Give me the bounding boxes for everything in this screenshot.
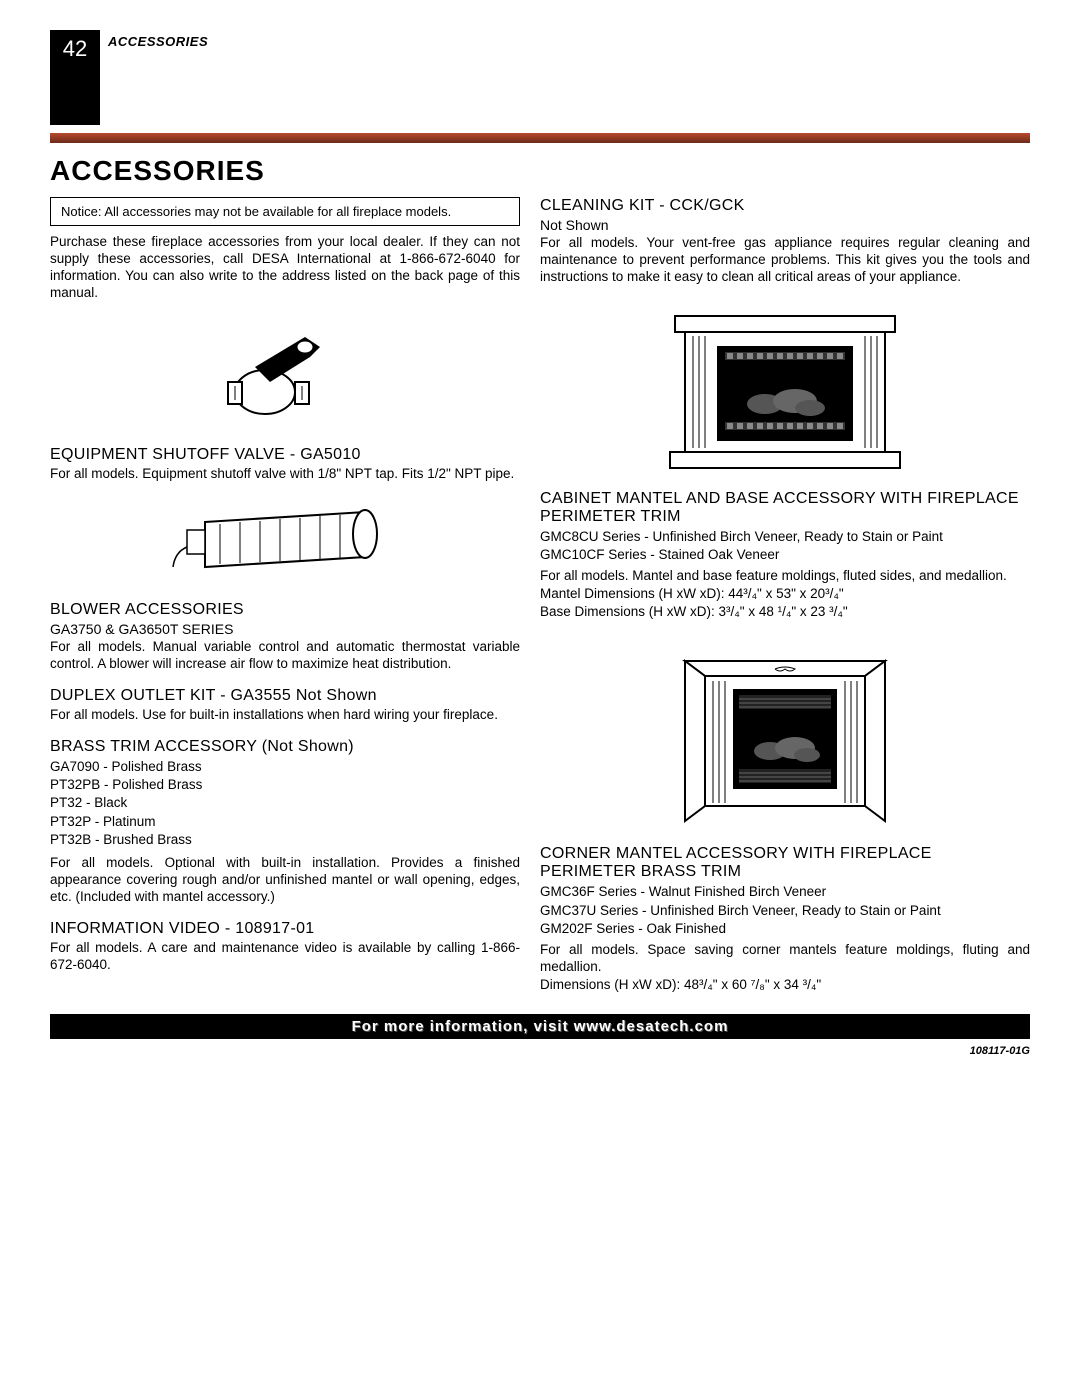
page-header: 42 ACCESSORIES xyxy=(50,30,1030,125)
document-id: 108117-01G xyxy=(50,1045,1030,1057)
shutoff-body: For all models. Equipment shutoff valve … xyxy=(50,466,520,483)
brass-item: PT32PB - Polished Brass xyxy=(50,776,520,794)
cabinet-item: GMC8CU Series - Unfinished Birch Veneer,… xyxy=(540,528,1030,546)
brass-body: For all models. Optional with built-in i… xyxy=(50,855,520,906)
corner-title: CORNER MANTEL ACCESSORY WITH FIREPLACE P… xyxy=(540,845,1030,881)
brass-item: PT32 - Black xyxy=(50,794,520,812)
blower-illustration xyxy=(50,492,520,587)
divider-bar xyxy=(50,133,1030,143)
cabinet-dim: Mantel Dimensions (H xW xD): 44³/₄" x 53… xyxy=(540,585,1030,603)
main-title: ACCESSORIES xyxy=(50,155,1030,187)
cleaning-subtitle: Not Shown xyxy=(540,217,1030,233)
corner-item: GMC36F Series - Walnut Finished Birch Ve… xyxy=(540,883,1030,901)
corner-dim: Dimensions (H xW xD): 48³/₄" x 60 ⁷/₈" x… xyxy=(540,976,1030,994)
notice-box: Notice: All accessories may not be avail… xyxy=(50,197,520,226)
video-body: For all models. A care and maintenance v… xyxy=(50,940,520,974)
brass-title: BRASS TRIM ACCESSORY (Not Shown) xyxy=(50,738,520,756)
left-column: Notice: All accessories may not be avail… xyxy=(50,197,520,994)
brass-item: PT32B - Brushed Brass xyxy=(50,831,520,849)
blower-body: For all models. Manual variable control … xyxy=(50,639,520,673)
blower-subtitle: GA3750 & GA3650T SERIES xyxy=(50,621,520,637)
intro-paragraph: Purchase these fireplace accessories fro… xyxy=(50,234,520,302)
duplex-title: DUPLEX OUTLET KIT - GA3555 Not Shown xyxy=(50,687,520,705)
right-column: CLEANING KIT - CCK/GCK Not Shown For all… xyxy=(540,197,1030,994)
content-columns: Notice: All accessories may not be avail… xyxy=(50,197,1030,994)
corner-item: GM202F Series - Oak Finished xyxy=(540,920,1030,938)
corner-mantel-illustration xyxy=(540,631,1030,831)
cleaning-body: For all models. Your vent-free gas appli… xyxy=(540,235,1030,286)
brass-item: GA7090 - Polished Brass xyxy=(50,758,520,776)
blower-title: BLOWER ACCESSORIES xyxy=(50,601,520,619)
cabinet-mantel-illustration xyxy=(540,296,1030,476)
cleaning-title: CLEANING KIT - CCK/GCK xyxy=(540,197,1030,215)
brass-item: PT32P - Platinum xyxy=(50,813,520,831)
cabinet-item: GMC10CF Series - Stained Oak Veneer xyxy=(540,546,1030,564)
cabinet-body: For all models. Mantel and base feature … xyxy=(540,568,1030,585)
corner-item: GMC37U Series - Unfinished Birch Veneer,… xyxy=(540,902,1030,920)
cabinet-title: CABINET MANTEL AND BASE ACCESSORY WITH F… xyxy=(540,490,1030,526)
duplex-body: For all models. Use for built-in install… xyxy=(50,707,520,724)
footer-bar: For more information, visit www.desatech… xyxy=(50,1014,1030,1039)
page-number: 42 xyxy=(50,30,100,125)
shutoff-title: EQUIPMENT SHUTOFF VALVE - GA5010 xyxy=(50,446,520,464)
corner-body: For all models. Space saving corner mant… xyxy=(540,942,1030,976)
video-title: INFORMATION VIDEO - 108917-01 xyxy=(50,920,520,938)
header-label: ACCESSORIES xyxy=(108,34,208,49)
shutoff-valve-illustration xyxy=(50,312,520,432)
cabinet-dim: Base Dimensions (H xW xD): 3³/₄" x 48 ¹/… xyxy=(540,603,1030,621)
